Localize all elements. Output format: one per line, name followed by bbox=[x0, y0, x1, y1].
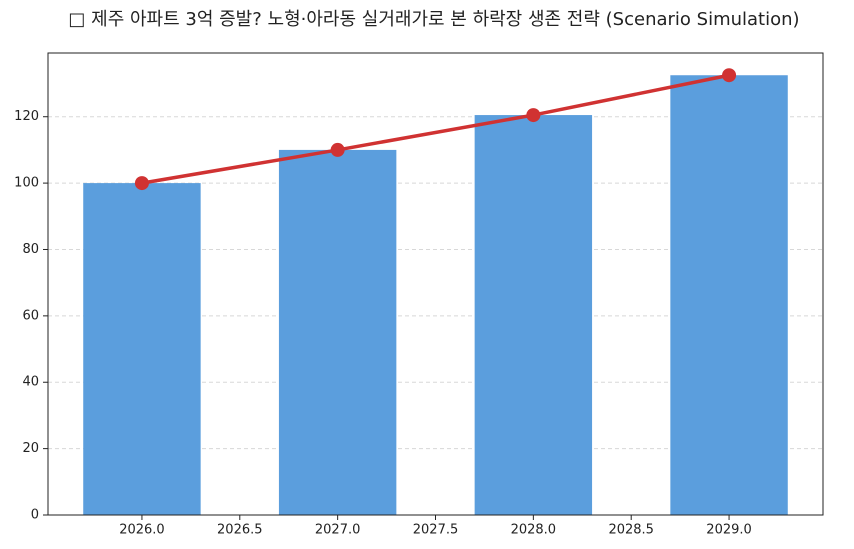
x-tick-label: 2027.0 bbox=[315, 523, 361, 538]
bar bbox=[474, 115, 593, 516]
bar bbox=[278, 149, 397, 515]
chart-title: □ 제주 아파트 3억 증발? 노형·아라동 실거래가로 본 하락장 생존 전략… bbox=[68, 9, 799, 30]
x-tick-label: 2026.0 bbox=[119, 523, 165, 538]
x-tick-label: 2027.5 bbox=[413, 523, 459, 538]
x-tick-label: 2029.0 bbox=[706, 523, 752, 538]
bar bbox=[670, 75, 788, 516]
x-tick-label: 2028.5 bbox=[608, 523, 654, 538]
marker bbox=[526, 108, 541, 123]
bar bbox=[83, 183, 201, 515]
x-tick-label: 2028.0 bbox=[511, 523, 557, 538]
y-tick-label: 120 bbox=[14, 109, 39, 124]
plot-frame bbox=[47, 52, 824, 516]
y-tick-label: 60 bbox=[22, 308, 39, 323]
marker bbox=[134, 176, 149, 191]
y-tick-label: 40 bbox=[22, 375, 39, 390]
y-tick-label: 20 bbox=[22, 441, 39, 456]
line bbox=[141, 73, 730, 185]
marker bbox=[722, 68, 737, 83]
marker bbox=[330, 142, 345, 157]
y-tick-label: 0 bbox=[31, 508, 39, 523]
x-tick-label: 2026.5 bbox=[217, 523, 263, 538]
y-tick-label: 100 bbox=[14, 176, 39, 191]
y-tick-label: 80 bbox=[22, 242, 39, 257]
